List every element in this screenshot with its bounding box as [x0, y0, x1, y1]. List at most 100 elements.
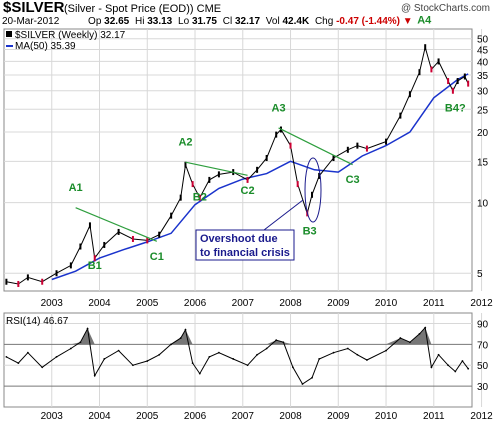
price-point — [447, 78, 450, 85]
price-legend: $SILVER (Weekly) 32.17 — [15, 30, 126, 41]
price-point — [79, 243, 82, 250]
price-point — [184, 161, 187, 168]
price-point — [158, 231, 161, 238]
rsi-grid — [4, 313, 483, 407]
wave-label-a2: A2 — [178, 137, 192, 149]
rsi-point — [467, 367, 470, 370]
low-label: Lo — [178, 16, 190, 27]
price-y-tick-label: 50 — [477, 35, 489, 46]
price-point — [41, 278, 44, 285]
price-x-tick-label: 2007 — [232, 298, 255, 309]
price-x-tick-label: 2009 — [327, 298, 350, 309]
price-point — [256, 166, 259, 173]
wave-labels: A1 B1 C1 A2 B2 C2 A3 B3 C3 A4 B4? — [69, 15, 466, 273]
callout-line2: to financial crisis — [200, 247, 290, 259]
rsi-point — [232, 358, 235, 360]
rsi-point — [103, 358, 106, 360]
price-point — [424, 44, 427, 51]
price-y-tick-label: 45 — [477, 45, 489, 56]
price-point — [275, 131, 278, 138]
price-point — [179, 194, 182, 201]
rsi-y-axis: 30 50 70 90 — [477, 319, 489, 393]
price-point — [408, 91, 411, 98]
rsi-point — [332, 351, 335, 354]
rsi-point — [26, 351, 29, 354]
wave-label-c1: C1 — [150, 251, 164, 263]
price-point — [318, 172, 321, 179]
rsi-point — [275, 339, 278, 342]
rsi-point — [5, 355, 8, 358]
rsi-point — [217, 351, 220, 354]
rsi-point — [208, 355, 211, 358]
silver-price-points — [5, 44, 470, 287]
rsi-y-tick-label: 90 — [477, 319, 489, 330]
rsi-point — [454, 370, 457, 373]
rsi-point — [409, 341, 411, 344]
rsi-x-tick-label: 2005 — [136, 411, 159, 422]
rsi-x-tick-label: 2010 — [375, 411, 398, 422]
open-value: 32.65 — [104, 16, 130, 27]
price-point — [146, 237, 149, 244]
price-point — [467, 80, 470, 87]
rsi-points — [5, 326, 470, 385]
price-point — [385, 138, 388, 145]
trend-line — [185, 161, 248, 176]
rsi-y-tick-label: 50 — [477, 361, 489, 372]
price-point — [365, 145, 368, 152]
description-text: (Silver - Spot Price (EOD)) — [64, 3, 194, 15]
wave-label-c2: C2 — [241, 185, 255, 197]
price-point — [418, 69, 421, 76]
exchange-text: CME — [196, 3, 222, 15]
rsi-point — [170, 343, 173, 346]
price-point — [93, 255, 96, 262]
rsi-point — [399, 337, 402, 339]
callout-box — [195, 229, 295, 261]
volume-value: 42.4K — [282, 16, 310, 27]
rsi-point — [366, 359, 368, 361]
rsi-point — [86, 327, 89, 330]
price-point — [456, 78, 459, 85]
price-point — [170, 212, 173, 219]
rsi-x-axis: 2003 2004 2005 2006 2007 2008 2009 2010 2011 2012 — [41, 411, 493, 422]
stockcharts-credit[interactable]: @ StockCharts.com — [400, 3, 490, 14]
price-point — [69, 262, 72, 269]
wave-label-b3: B3 — [303, 226, 317, 238]
rsi-y-tick-label: 70 — [477, 340, 489, 351]
price-point — [430, 66, 433, 73]
price-point — [55, 270, 58, 277]
price-legend-swatch — [6, 31, 12, 37]
rsi-line — [6, 326, 469, 385]
rsi-point — [117, 349, 120, 352]
rsi-point — [256, 353, 259, 356]
price-x-tick-label: 2012 — [470, 298, 493, 309]
price-point — [131, 235, 134, 242]
rsi-point — [437, 353, 440, 356]
price-point — [346, 146, 349, 153]
rsi-point — [17, 362, 20, 365]
price-y-tick-label: 20 — [477, 128, 489, 139]
callout-line1: Overshoot due — [200, 233, 278, 245]
rsi-point — [301, 383, 304, 385]
volume-label: Vol — [265, 16, 280, 27]
rsi-x-tick-label: 2011 — [423, 411, 445, 422]
price-point — [217, 171, 220, 178]
rsi-point — [93, 374, 96, 377]
price-point — [265, 155, 268, 162]
rsi-x-tick-label: 2009 — [327, 411, 350, 422]
rsi-point — [356, 353, 359, 356]
rsi-point — [430, 366, 433, 369]
rsi-point — [55, 355, 58, 358]
chart-symbol: $SILVER — [3, 0, 65, 16]
crisis-ellipse — [304, 157, 322, 223]
price-x-tick-label: 2008 — [279, 298, 302, 309]
price-y-tick-label: 40 — [477, 57, 489, 68]
rsi-legend: RSI(14) 46.67 — [6, 316, 69, 327]
price-x-tick-label: 2010 — [375, 298, 398, 309]
high-value: 33.13 — [147, 16, 173, 27]
price-point — [5, 278, 8, 285]
price-x-tick-label: 2006 — [184, 298, 207, 309]
low-value: 31.75 — [191, 16, 217, 27]
rsi-point — [79, 341, 82, 344]
high-label: Hi — [134, 16, 145, 27]
close-value: 32.17 — [234, 16, 261, 27]
